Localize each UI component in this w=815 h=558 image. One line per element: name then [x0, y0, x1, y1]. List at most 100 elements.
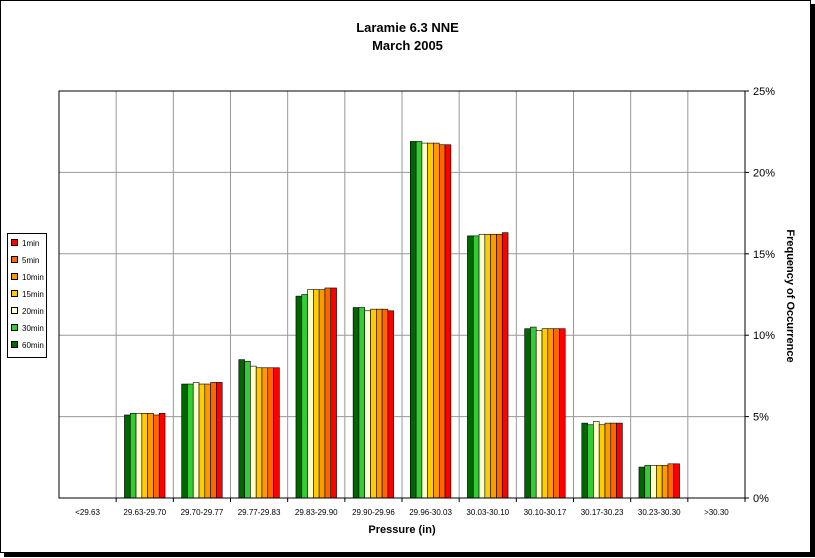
- bar-1min: [559, 328, 566, 499]
- x-tick-label: 29.96-30.03: [409, 508, 452, 517]
- bar-15min: [313, 289, 320, 499]
- bar-60min: [295, 295, 303, 499]
- bar-5min: [496, 233, 503, 499]
- bar-10min: [318, 289, 326, 499]
- bar-1min: [158, 413, 166, 499]
- legend-swatch: [11, 290, 18, 298]
- bar-15min: [484, 233, 491, 499]
- x-axis-title: Pressure (in): [368, 524, 436, 536]
- legend-item-15min: 15min: [11, 289, 44, 301]
- x-tick-label: >30.30: [704, 508, 729, 517]
- bar-15min: [255, 367, 263, 499]
- bar-5min: [210, 382, 217, 499]
- bar-30min: [530, 326, 537, 499]
- bar-5min: [267, 367, 274, 499]
- bar-5min: [553, 328, 560, 499]
- bar-5min: [153, 414, 160, 499]
- legend-item-60min: 60min: [11, 340, 44, 352]
- bar-1min: [616, 422, 623, 499]
- legend-swatch: [11, 273, 18, 281]
- bar-60min: [181, 383, 188, 499]
- bar-10min: [261, 367, 269, 499]
- bar-20min: [250, 365, 257, 499]
- bar-5min: [381, 308, 389, 499]
- legend-label: 5min: [22, 256, 40, 265]
- x-tick-label: 30.17-30.23: [581, 508, 624, 517]
- x-tick-label: 29.70-29.77: [181, 508, 224, 517]
- legend-swatch: [11, 324, 18, 332]
- bar-15min: [141, 413, 148, 499]
- y-tick-label: 15%: [753, 249, 775, 261]
- bar-30min: [187, 383, 194, 499]
- bar-60min: [581, 422, 588, 499]
- bar-1min: [216, 382, 223, 499]
- bar-5min: [667, 463, 675, 499]
- bar-60min: [467, 235, 474, 499]
- bar-20min: [478, 233, 486, 499]
- x-tick-label: 30.23-30.30: [638, 508, 681, 517]
- legend-item-10min: 10min: [11, 272, 44, 284]
- bar-10min: [547, 328, 554, 499]
- bar-10min: [490, 233, 497, 499]
- bar-30min: [587, 424, 594, 499]
- x-tick-label: <29.63: [75, 508, 100, 517]
- x-tick-label: 30.03-30.10: [466, 508, 509, 517]
- bar-10min: [204, 383, 211, 499]
- legend-swatch: [11, 256, 18, 264]
- legend-label: 20min: [22, 307, 44, 316]
- bar-15min: [656, 465, 663, 499]
- bar-20min: [593, 421, 600, 499]
- x-tick-label: 29.63-29.70: [123, 508, 166, 517]
- bar-5min: [610, 422, 617, 499]
- bar-20min: [307, 289, 314, 499]
- bar-15min: [427, 142, 434, 499]
- legend-swatch: [11, 307, 18, 315]
- legend-swatch: [11, 341, 18, 349]
- bar-1min: [673, 463, 680, 499]
- bar-60min: [524, 328, 531, 499]
- bar-1min: [330, 287, 337, 499]
- bar-20min: [192, 382, 200, 499]
- bar-10min: [147, 413, 154, 499]
- bar-1min: [273, 367, 280, 499]
- bar-30min: [301, 294, 308, 499]
- bar-60min: [124, 414, 131, 499]
- bar-20min: [421, 142, 428, 499]
- y-tick-label: 25%: [753, 86, 775, 98]
- y-tick-label: 0%: [753, 493, 769, 505]
- bar-30min: [358, 307, 366, 499]
- legend-item-1min: 1min: [11, 238, 39, 250]
- y-tick-label: 10%: [753, 330, 775, 342]
- x-tick-label: 29.83-29.90: [295, 508, 338, 517]
- bar-30min: [644, 465, 651, 499]
- x-tick-label: 29.90-29.96: [352, 508, 395, 517]
- legend-swatch: [11, 239, 18, 247]
- legend-label: 10min: [22, 273, 44, 282]
- bar-30min: [129, 413, 137, 499]
- bar-20min: [650, 465, 657, 499]
- legend-item-30min: 30min: [11, 323, 44, 335]
- bar-20min: [364, 310, 371, 499]
- bar-30min: [244, 360, 251, 499]
- x-tick-label: 30.10-30.17: [524, 508, 567, 517]
- bar-1min: [444, 144, 452, 499]
- bar-20min: [135, 413, 143, 499]
- bar-5min: [438, 144, 446, 499]
- bar-60min: [638, 466, 646, 499]
- chart-subtitle: March 2005: [372, 38, 443, 53]
- y-tick-label: 5%: [753, 412, 769, 424]
- bar-5min: [324, 287, 332, 499]
- bar-10min: [604, 422, 612, 499]
- legend-label: 30min: [22, 324, 44, 333]
- bar-15min: [198, 383, 206, 499]
- bar-30min: [472, 235, 480, 499]
- bar-10min: [433, 142, 440, 499]
- bar-20min: [535, 330, 543, 499]
- y-axis-title: Frequency of Occurrence: [784, 229, 796, 363]
- chart-title: Laramie 6.3 NNE: [356, 20, 459, 35]
- y-tick-label: 20%: [753, 167, 775, 179]
- legend-label: 15min: [22, 290, 44, 299]
- x-tick-label: 29.77-29.83: [238, 508, 281, 517]
- bar-60min: [352, 307, 360, 499]
